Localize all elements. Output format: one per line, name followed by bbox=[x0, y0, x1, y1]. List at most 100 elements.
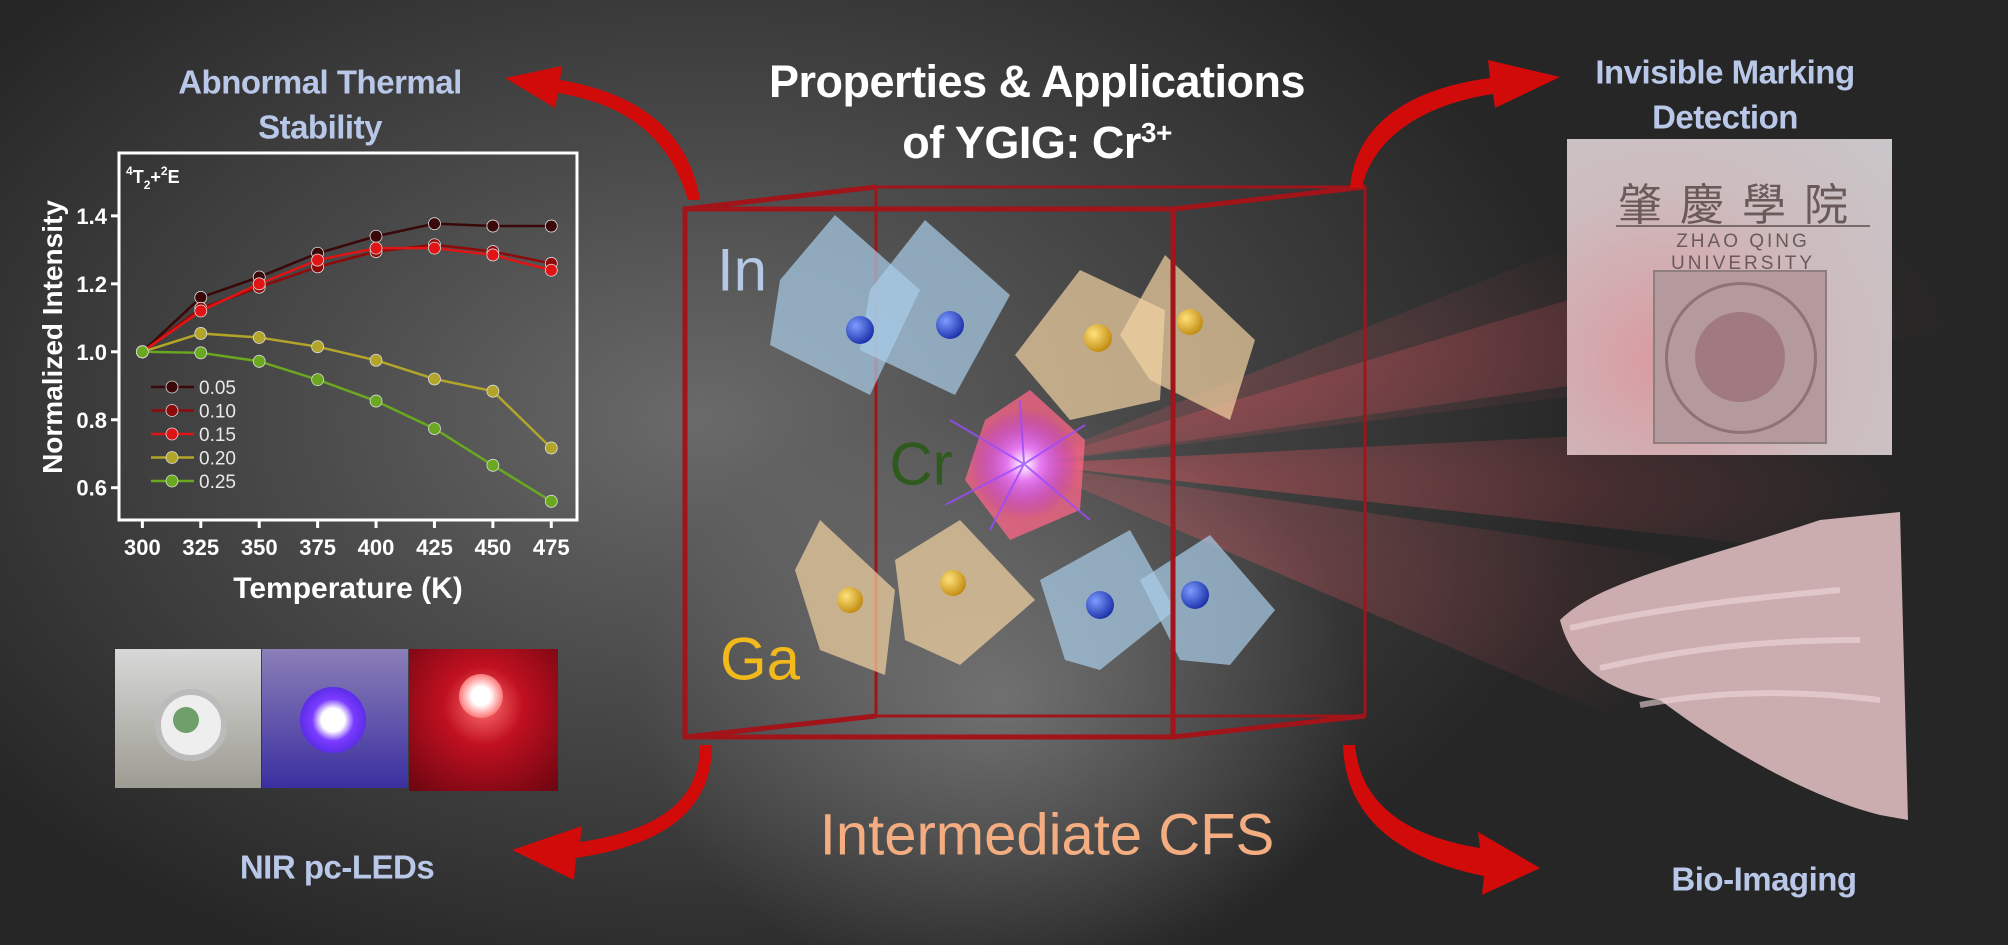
x-tick-label: 425 bbox=[416, 535, 453, 560]
y-tick-label: 1.4 bbox=[76, 204, 107, 229]
label-intermediate-cfs: Intermediate CFS bbox=[819, 802, 1275, 868]
label-bio-imaging: Bio-Imaging bbox=[1671, 860, 1857, 898]
cube-front-face bbox=[682, 206, 1176, 740]
data-point bbox=[544, 441, 558, 455]
data-point bbox=[369, 229, 383, 243]
y-tick-label: 0.6 bbox=[76, 476, 107, 501]
legend-label: 0.20 bbox=[199, 449, 236, 470]
ga-octahedra-bottom bbox=[795, 520, 1035, 675]
x-tick-label: 375 bbox=[299, 535, 336, 560]
data-point bbox=[428, 217, 441, 231]
legend-item: 0.25 bbox=[151, 472, 236, 493]
data-point bbox=[135, 345, 149, 359]
legend-item: 0.05 bbox=[151, 378, 236, 399]
data-point bbox=[486, 384, 500, 398]
data-point bbox=[194, 304, 208, 318]
legend-marker bbox=[165, 404, 179, 417]
invisible-marking-image: 肇慶學院 ZHAO QING UNIVERSITY bbox=[1567, 139, 1892, 455]
page-title-line2: of YGIG: Cr3+ bbox=[902, 117, 1172, 169]
page-title: Properties & Applications bbox=[769, 56, 1305, 107]
data-point bbox=[252, 354, 266, 368]
legend-label: 0.15 bbox=[199, 425, 236, 446]
series-0.20 bbox=[135, 327, 558, 455]
atom-label-cr: Cr bbox=[889, 430, 953, 498]
led-photo-uv bbox=[262, 649, 408, 788]
data-point bbox=[369, 353, 383, 367]
label-invisible-marking: Invisible Marking Detection bbox=[1595, 50, 1855, 139]
series-line bbox=[141, 243, 552, 353]
label-thermal-stability: Abnormal Thermal Stability bbox=[178, 60, 462, 149]
x-axis-label: Temperature (K) bbox=[233, 572, 462, 605]
legend-label: 0.10 bbox=[199, 402, 236, 423]
label-line: Abnormal Thermal bbox=[178, 63, 462, 101]
label-line: Detection bbox=[1652, 98, 1798, 135]
legend-marker bbox=[165, 380, 179, 394]
legend-item: 0.20 bbox=[151, 449, 236, 470]
data-point bbox=[369, 394, 383, 408]
legend-marker bbox=[165, 451, 179, 464]
series-line bbox=[141, 332, 553, 449]
university-seal bbox=[1653, 270, 1827, 444]
legend-label: 0.25 bbox=[199, 472, 236, 493]
english-university-name: ZHAO QING UNIVERSITY bbox=[1670, 231, 1816, 274]
x-tick-label: 450 bbox=[475, 535, 512, 560]
unit-cell-cube bbox=[684, 184, 1367, 740]
legend-label: 0.05 bbox=[199, 378, 236, 399]
data-point bbox=[544, 263, 558, 277]
legend-marker bbox=[165, 427, 179, 441]
data-point bbox=[369, 241, 383, 255]
data-point bbox=[428, 372, 441, 386]
data-point bbox=[428, 422, 441, 435]
divider-line bbox=[1616, 225, 1870, 227]
x-tick-label: 325 bbox=[182, 535, 219, 560]
chart-annotation: 4T2+2E bbox=[126, 164, 180, 192]
in-octahedra-top bbox=[770, 215, 1010, 395]
series-line bbox=[141, 246, 552, 353]
data-point bbox=[486, 458, 500, 472]
title-superscript: 3+ bbox=[1140, 117, 1172, 148]
legend-item: 0.15 bbox=[151, 425, 236, 446]
data-point bbox=[486, 248, 500, 262]
ga-octahedra-top bbox=[1015, 255, 1255, 420]
atom-label-ga: Ga bbox=[719, 625, 801, 693]
led-photo-nir bbox=[409, 649, 558, 791]
y-tick-label: 1.0 bbox=[76, 340, 107, 365]
led-photo-off bbox=[115, 649, 261, 788]
data-point bbox=[544, 494, 558, 508]
arrow-top-left bbox=[505, 66, 700, 200]
series-line bbox=[142, 350, 552, 503]
y-axis-label: Normalized Intensity bbox=[37, 200, 68, 474]
y-tick-label: 1.2 bbox=[76, 272, 107, 297]
series-line bbox=[141, 222, 552, 353]
data-point bbox=[194, 327, 208, 340]
data-point bbox=[311, 373, 325, 387]
x-tick-label: 475 bbox=[533, 535, 570, 560]
legend-item: 0.10 bbox=[151, 402, 236, 423]
title-text: of YGIG: Cr bbox=[902, 117, 1141, 168]
series-0.25 bbox=[135, 345, 558, 508]
data-point bbox=[252, 331, 266, 344]
plot-frame bbox=[117, 151, 579, 522]
data-point bbox=[252, 277, 266, 291]
data-point bbox=[311, 340, 325, 354]
data-point bbox=[311, 253, 325, 267]
legend-marker bbox=[165, 474, 179, 488]
data-point bbox=[194, 291, 208, 304]
chinese-university-name: 肇慶學院 bbox=[1618, 180, 1866, 231]
cr-octahedron bbox=[944, 390, 1091, 540]
atom-label-in: In bbox=[716, 236, 768, 304]
label-line: Stability bbox=[258, 108, 382, 145]
x-tick-label: 400 bbox=[358, 535, 395, 560]
arrow-top-right bbox=[1350, 60, 1560, 188]
arrow-bottom-right bbox=[1343, 745, 1540, 895]
y-tick-label: 0.8 bbox=[76, 408, 107, 433]
data-point bbox=[486, 219, 500, 233]
arrows bbox=[505, 60, 1560, 895]
data-point bbox=[428, 241, 441, 255]
x-tick-label: 300 bbox=[124, 535, 161, 560]
x-tick-label: 350 bbox=[241, 535, 278, 560]
data-point bbox=[194, 346, 208, 360]
